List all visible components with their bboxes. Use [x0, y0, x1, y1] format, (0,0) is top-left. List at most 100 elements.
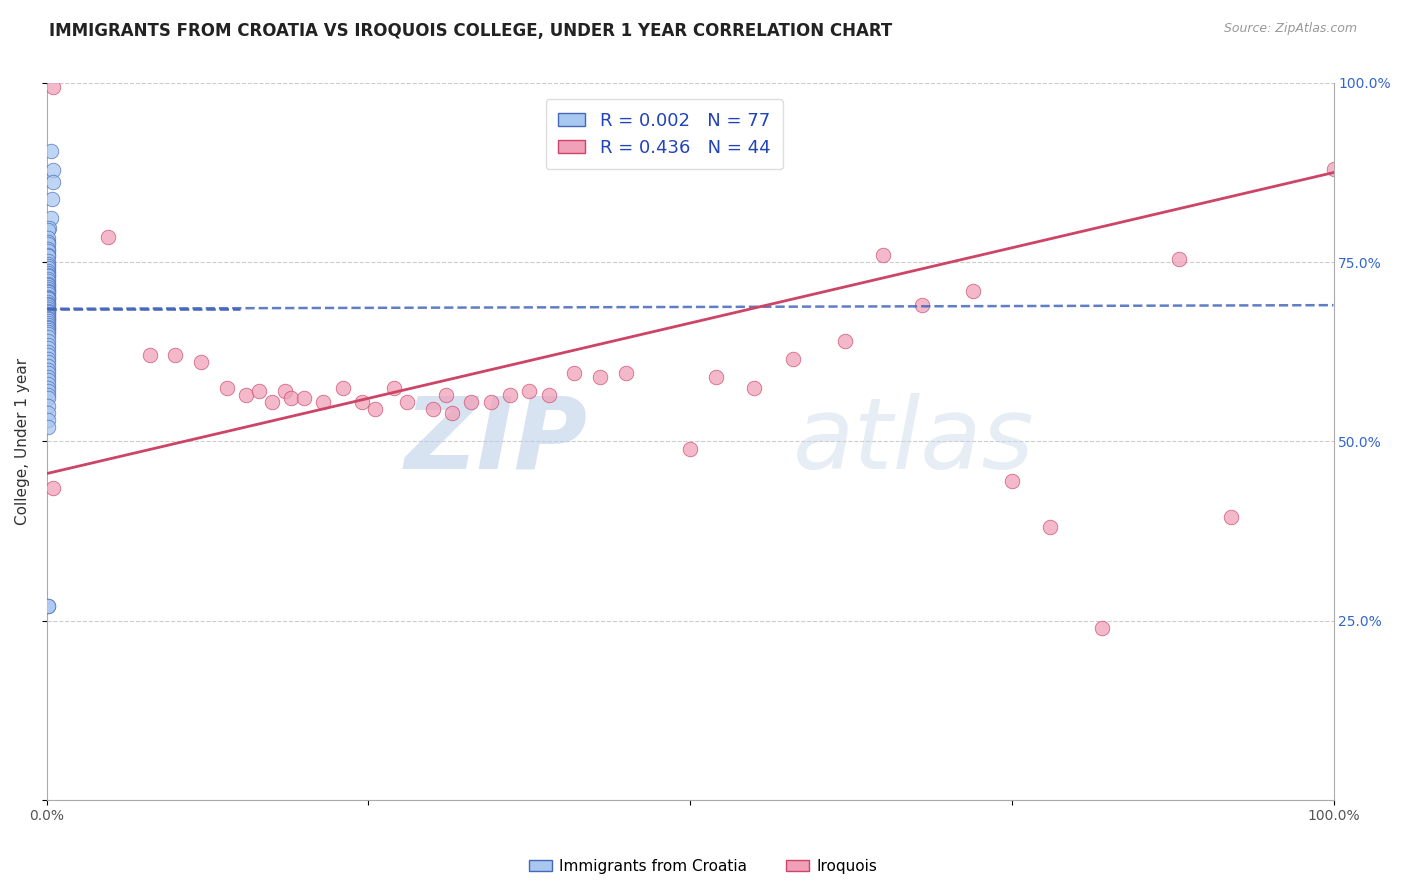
Point — [395, 395, 418, 409]
Point — [37, 282, 59, 296]
Point — [37, 323, 59, 337]
Point — [37, 287, 59, 301]
Point — [37, 294, 59, 309]
Point — [37, 376, 59, 391]
Point — [312, 395, 335, 409]
Point — [37, 373, 59, 387]
Point — [37, 330, 59, 344]
Legend: Immigrants from Croatia, Iroquois: Immigrants from Croatia, Iroquois — [523, 853, 883, 880]
Point — [37, 351, 59, 366]
Point — [38, 220, 60, 235]
Point — [434, 388, 457, 402]
Point — [37, 249, 59, 263]
Point — [37, 406, 59, 420]
Point — [37, 309, 59, 323]
Point — [37, 244, 59, 259]
Point — [37, 237, 59, 252]
Point — [37, 314, 59, 328]
Point — [37, 278, 59, 293]
Point — [37, 264, 59, 278]
Point — [1039, 520, 1062, 534]
Point — [274, 384, 297, 399]
Point — [37, 231, 59, 245]
Point — [37, 388, 59, 402]
Point — [37, 242, 59, 256]
Point — [37, 284, 59, 298]
Point — [562, 366, 585, 380]
Point — [37, 321, 59, 335]
Point — [37, 348, 59, 362]
Point — [37, 223, 59, 237]
Point — [1168, 252, 1191, 266]
Point — [37, 420, 59, 434]
Point — [37, 305, 59, 319]
Point — [364, 402, 387, 417]
Point — [37, 274, 59, 288]
Point — [37, 359, 59, 373]
Point — [42, 79, 65, 94]
Point — [589, 369, 612, 384]
Point — [37, 399, 59, 413]
Point — [37, 298, 59, 312]
Point — [37, 369, 59, 384]
Point — [292, 392, 315, 406]
Point — [460, 395, 482, 409]
Point — [37, 289, 59, 303]
Point — [440, 406, 463, 420]
Point — [37, 301, 59, 316]
Point — [37, 285, 59, 300]
Point — [39, 211, 62, 225]
Text: ZIP: ZIP — [404, 392, 588, 490]
Point — [37, 334, 59, 348]
Point — [479, 395, 502, 409]
Text: IMMIGRANTS FROM CROATIA VS IROQUOIS COLLEGE, UNDER 1 YEAR CORRELATION CHART: IMMIGRANTS FROM CROATIA VS IROQUOIS COLL… — [49, 22, 893, 40]
Point — [37, 300, 59, 314]
Point — [37, 312, 59, 326]
Text: Source: ZipAtlas.com: Source: ZipAtlas.com — [1223, 22, 1357, 36]
Point — [37, 268, 59, 282]
Point — [782, 351, 804, 366]
Point — [704, 369, 727, 384]
Point — [37, 381, 59, 395]
Point — [37, 366, 59, 380]
Point — [537, 388, 560, 402]
Point — [332, 381, 354, 395]
Point — [138, 348, 160, 362]
Point — [350, 395, 373, 409]
Point — [37, 384, 59, 399]
Point — [41, 192, 63, 206]
Point — [190, 355, 212, 369]
Point — [37, 291, 59, 305]
Legend: R = 0.002   N = 77, R = 0.436   N = 44: R = 0.002 N = 77, R = 0.436 N = 44 — [546, 99, 783, 169]
Point — [37, 326, 59, 340]
Point — [37, 235, 59, 249]
Point — [614, 366, 637, 380]
Point — [37, 293, 59, 307]
Point — [37, 341, 59, 355]
Point — [37, 355, 59, 369]
Point — [37, 277, 59, 291]
Point — [280, 392, 302, 406]
Point — [382, 381, 405, 395]
Point — [422, 402, 444, 417]
Point — [37, 311, 59, 326]
Point — [39, 144, 62, 158]
Point — [1091, 621, 1114, 635]
Point — [37, 307, 59, 321]
Point — [37, 259, 59, 273]
Point — [42, 175, 65, 189]
Point — [517, 384, 540, 399]
Point — [260, 395, 283, 409]
Text: atlas: atlas — [793, 392, 1035, 490]
Point — [37, 271, 59, 285]
Point — [37, 260, 59, 275]
Point — [962, 284, 984, 298]
Point — [679, 442, 702, 456]
Point — [37, 248, 59, 262]
Point — [37, 599, 59, 614]
Point — [37, 304, 59, 318]
Point — [42, 163, 65, 178]
Point — [37, 318, 59, 333]
Point — [37, 269, 59, 284]
Point — [37, 344, 59, 359]
